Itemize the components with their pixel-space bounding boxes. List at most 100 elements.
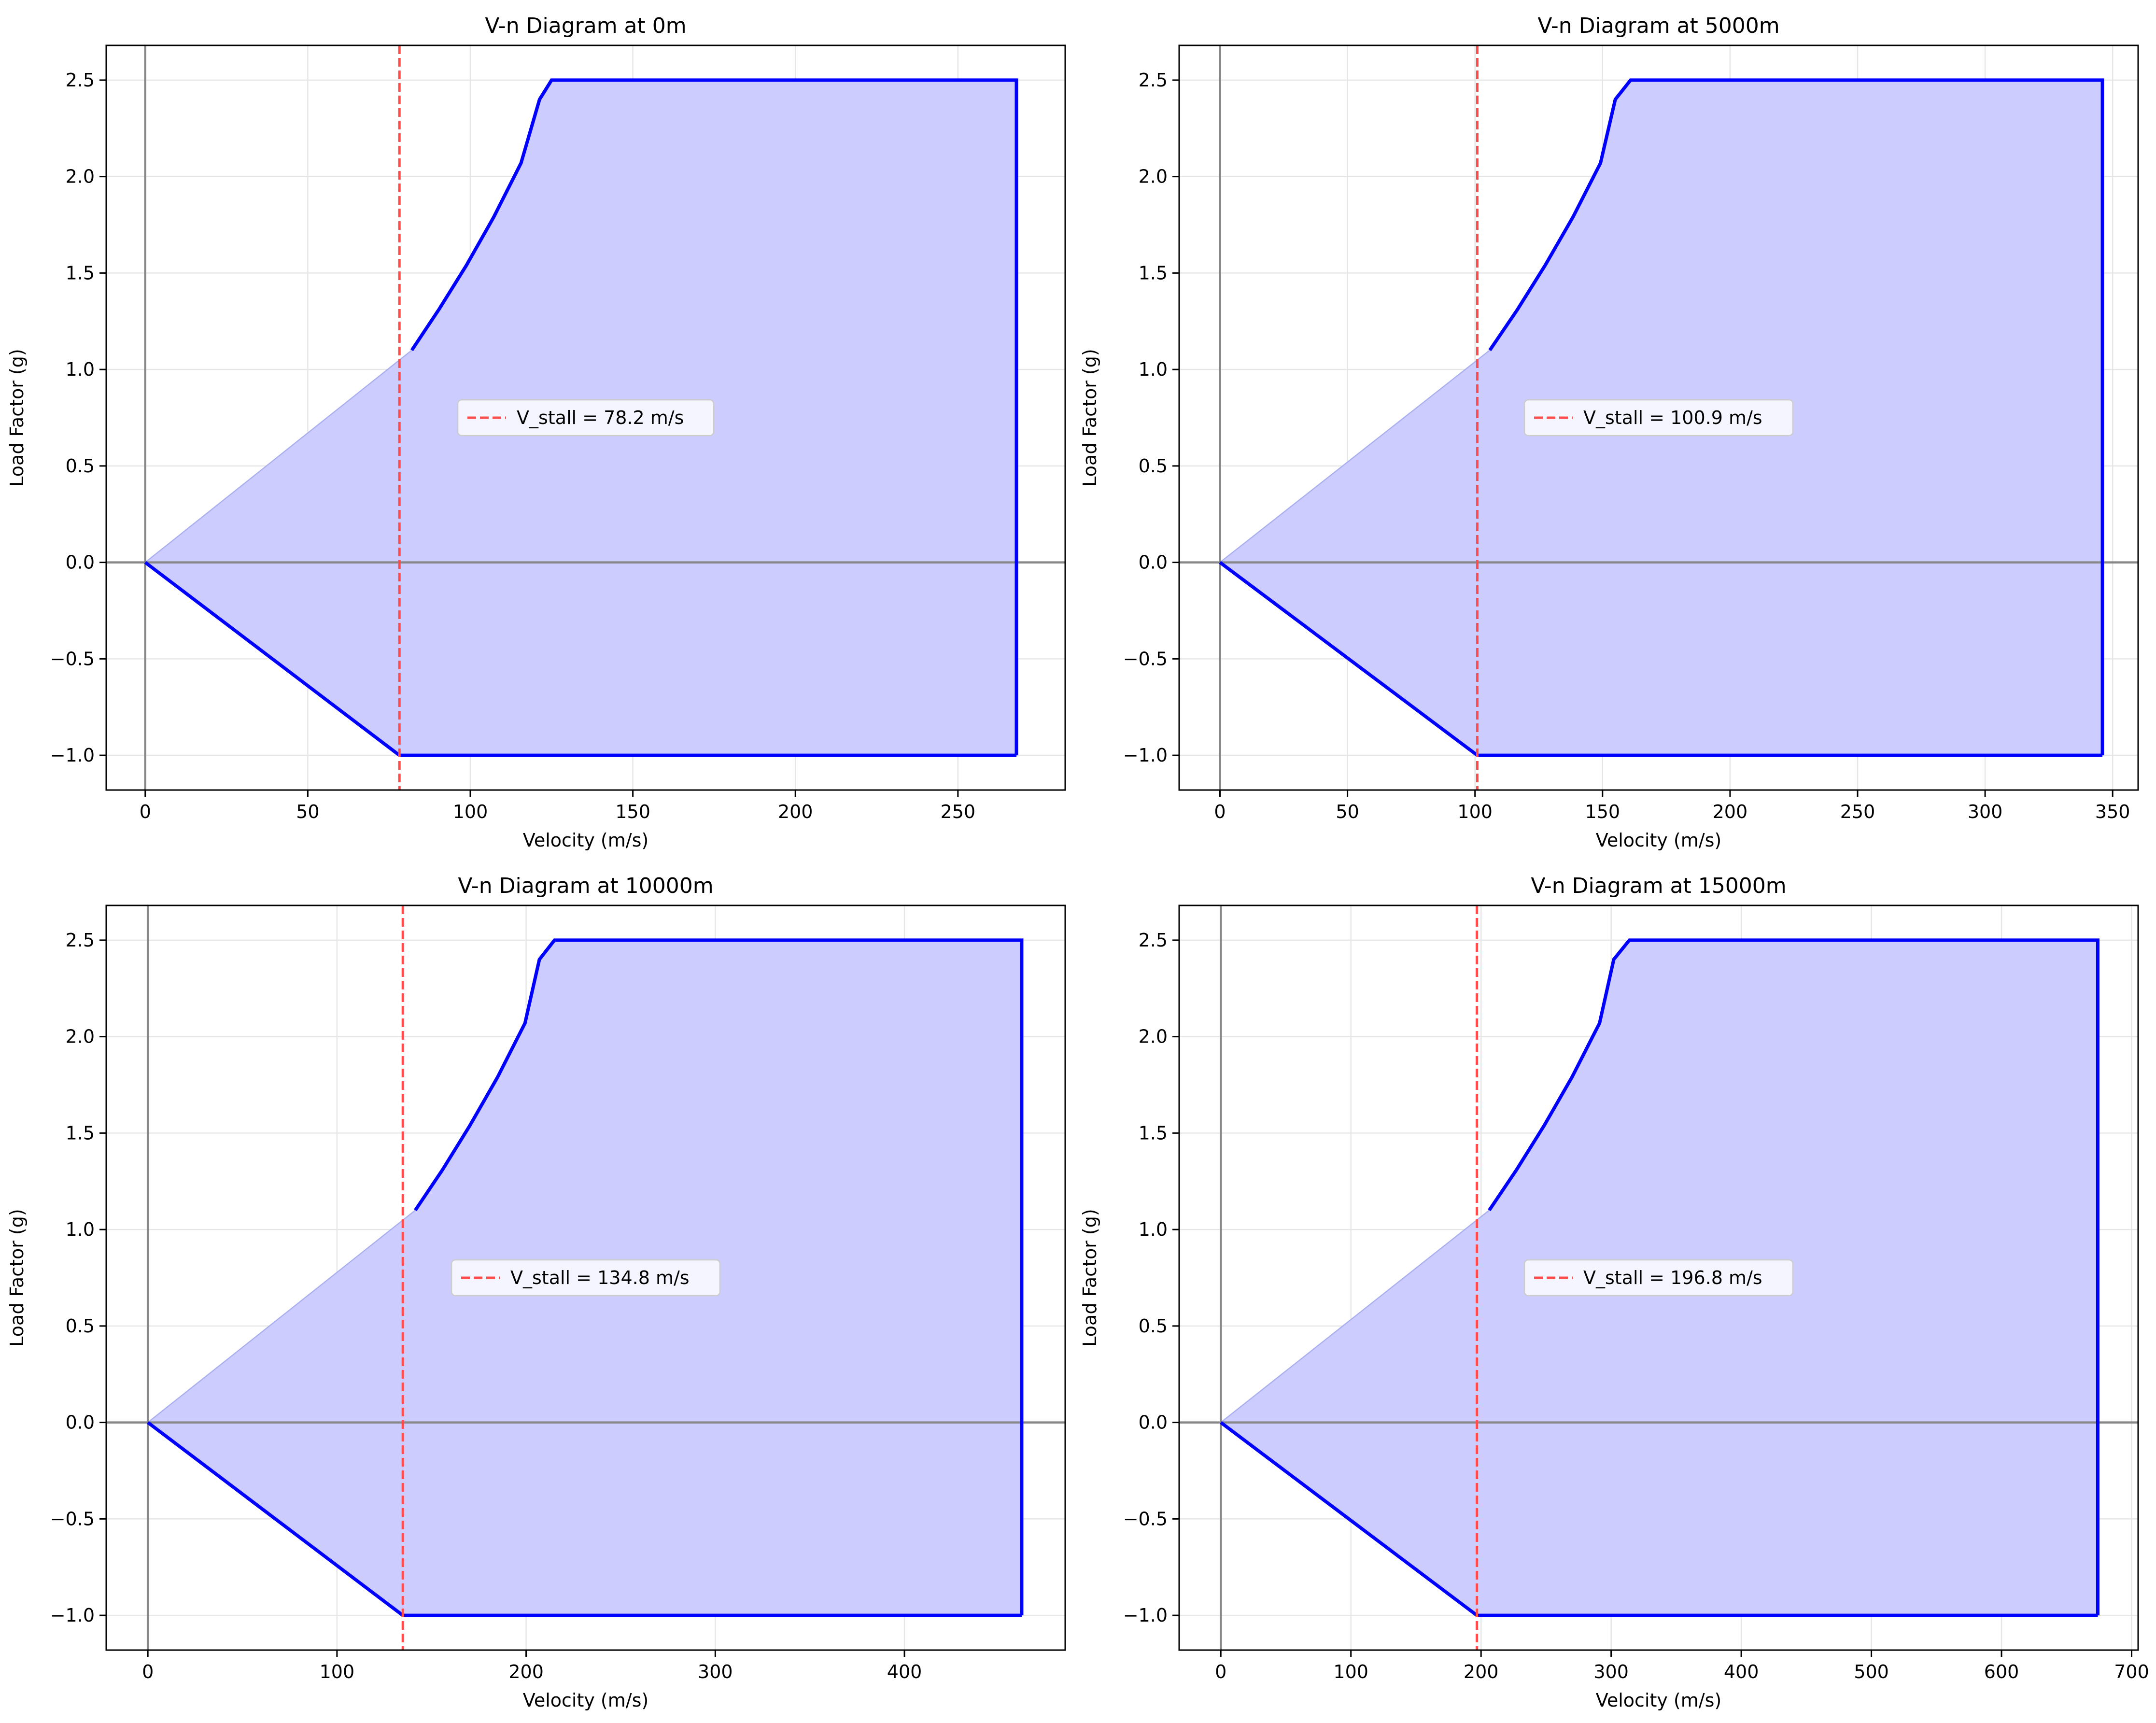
y-tick-label: 2.5 <box>1139 70 1168 91</box>
envelope-upper-line <box>414 938 1024 1616</box>
y-tick-label: 0.5 <box>66 1315 95 1337</box>
y-tick-label: 1.5 <box>66 1122 95 1144</box>
y-tick-label: 0.5 <box>1139 455 1168 477</box>
legend-box <box>451 1259 721 1297</box>
envelope-upper-line <box>410 78 1018 756</box>
legend-label: V_stall = 196.8 m/s <box>1583 1267 1762 1288</box>
y-tick-label: 1.5 <box>66 262 95 283</box>
x-tick-label: 200 <box>778 801 813 822</box>
x-axis-label: Velocity (m/s) <box>1596 1690 1721 1711</box>
chart-title: V-n Diagram at 10000m <box>458 874 713 898</box>
legend-label: V_stall = 100.9 m/s <box>1583 407 1762 428</box>
y-tick-label: 0.0 <box>66 1412 95 1433</box>
y-tick-label: 2.0 <box>66 1026 95 1047</box>
envelope-fill-edge <box>145 350 412 563</box>
x-tick-label: 100 <box>453 801 488 822</box>
x-tick-label: 150 <box>615 801 650 822</box>
legend-label: V_stall = 78.2 m/s <box>517 407 684 428</box>
y-tick-label: −1.0 <box>1123 745 1168 766</box>
x-tick-label: 150 <box>1585 801 1621 822</box>
x-tick-label: 300 <box>1593 1661 1629 1682</box>
y-tick-label: 2.5 <box>1139 930 1168 951</box>
y-tick-label: −0.5 <box>50 648 95 669</box>
subplot-4: 0 100 200 300 400 500 600 700 −1.0 −0.5 0.0 0.5 1.0 1… <box>1079 874 2149 1711</box>
legend: V_stall = 78.2 m/s <box>457 399 715 437</box>
legend: V_stall = 196.8 m/s <box>1523 1259 1794 1297</box>
y-tick-label: 0.0 <box>66 552 95 573</box>
legend-box <box>457 399 715 437</box>
x-axis-label: Velocity (m/s) <box>523 1690 648 1711</box>
x-tick-label: 500 <box>1854 1661 1889 1682</box>
y-tick-label: 1.5 <box>1139 1122 1168 1144</box>
y-tick-label: 1.0 <box>66 1219 95 1240</box>
chart-title: V-n Diagram at 5000m <box>1537 14 1779 38</box>
y-tick-label: 0.5 <box>1139 1315 1168 1337</box>
x-tick-label: 350 <box>2095 801 2130 822</box>
y-tick-label: 2.5 <box>66 70 95 91</box>
y-tick-label: 1.5 <box>1139 262 1168 283</box>
x-tick-label: 700 <box>2114 1661 2149 1682</box>
subplot-1: 0 50 100 150 200 250 −1.0 −0.5 0.0 0.5 1.0 1.5 2.0 2.… <box>6 14 1066 851</box>
x-tick-label: 300 <box>1968 801 2003 822</box>
y-axis-label: Load Factor (g) <box>6 349 28 486</box>
x-tick-label: 400 <box>1724 1661 1759 1682</box>
y-tick-label: 0.0 <box>1139 1412 1168 1433</box>
y-tick-label: −1.0 <box>1123 1605 1168 1626</box>
y-tick-label: 0.0 <box>1139 552 1168 573</box>
axes-frame <box>1178 44 2139 791</box>
x-tick-label: 50 <box>1336 801 1359 822</box>
y-axis-label: Load Factor (g) <box>1079 1209 1100 1346</box>
y-tick-label: −1.0 <box>50 745 95 766</box>
x-tick-label: 600 <box>1984 1661 2019 1682</box>
x-tick-label: 400 <box>887 1661 922 1682</box>
x-tick-label: 200 <box>1464 1661 1499 1682</box>
x-tick-label: 100 <box>1333 1661 1368 1682</box>
x-axis-label: Velocity (m/s) <box>523 830 648 851</box>
x-tick-label: 100 <box>1457 801 1493 822</box>
y-tick-label: −1.0 <box>50 1605 95 1626</box>
x-tick-label: 200 <box>1713 801 1748 822</box>
envelope-fill-edge <box>1220 1210 1490 1423</box>
axes-frame <box>105 904 1066 1651</box>
envelope-fill-edge <box>1219 350 1491 563</box>
y-tick-label: 1.0 <box>1139 359 1168 380</box>
y-tick-label: 2.0 <box>66 166 95 187</box>
x-tick-label: 0 <box>1214 801 1226 822</box>
legend-label: V_stall = 134.8 m/s <box>510 1267 690 1288</box>
axes-frame <box>1178 904 2139 1651</box>
subplot-3: 0 100 200 300 400 −1.0 −0.5 0.0 0.5 1.0 1.5 2.0 2.5 V… <box>6 874 1066 1711</box>
y-tick-label: −0.5 <box>1123 648 1168 669</box>
y-tick-label: 2.0 <box>1139 1026 1168 1047</box>
envelope-upper-line <box>1488 938 2100 1616</box>
x-tick-label: 200 <box>508 1661 544 1682</box>
y-tick-label: 1.0 <box>1139 1219 1168 1240</box>
y-tick-label: 1.0 <box>66 359 95 380</box>
x-tick-label: 50 <box>296 801 319 822</box>
y-tick-label: −0.5 <box>50 1508 95 1529</box>
y-axis-label: Load Factor (g) <box>6 1209 28 1346</box>
axes-frame <box>105 44 1066 791</box>
y-tick-label: −0.5 <box>1123 1508 1168 1529</box>
legend: V_stall = 134.8 m/s <box>451 1259 721 1297</box>
x-tick-label: 0 <box>140 801 151 822</box>
x-tick-label: 250 <box>1840 801 1875 822</box>
y-tick-label: 0.5 <box>66 455 95 477</box>
x-tick-label: 250 <box>941 801 976 822</box>
y-axis-label: Load Factor (g) <box>1079 349 1100 486</box>
x-tick-label: 300 <box>698 1661 733 1682</box>
y-tick-label: 2.0 <box>1139 166 1168 187</box>
x-axis-label: Velocity (m/s) <box>1596 830 1721 851</box>
chart-title: V-n Diagram at 15000m <box>1531 874 1786 898</box>
envelope-fill-edge <box>147 1210 416 1423</box>
legend-box <box>1523 1259 1794 1297</box>
legend-box <box>1523 399 1794 437</box>
x-tick-label: 100 <box>320 1661 355 1682</box>
y-tick-label: 2.5 <box>66 930 95 951</box>
x-tick-label: 0 <box>142 1661 154 1682</box>
envelope-upper-line <box>1488 78 2104 756</box>
chart-title: V-n Diagram at 0m <box>485 14 686 38</box>
subplot-2: 0 50 100 150 200 250 300 350 −1.0 −0.5 0.0 0.5 1.0 1.… <box>1079 14 2139 851</box>
x-tick-label: 0 <box>1215 1661 1226 1682</box>
legend: V_stall = 100.9 m/s <box>1523 399 1794 437</box>
